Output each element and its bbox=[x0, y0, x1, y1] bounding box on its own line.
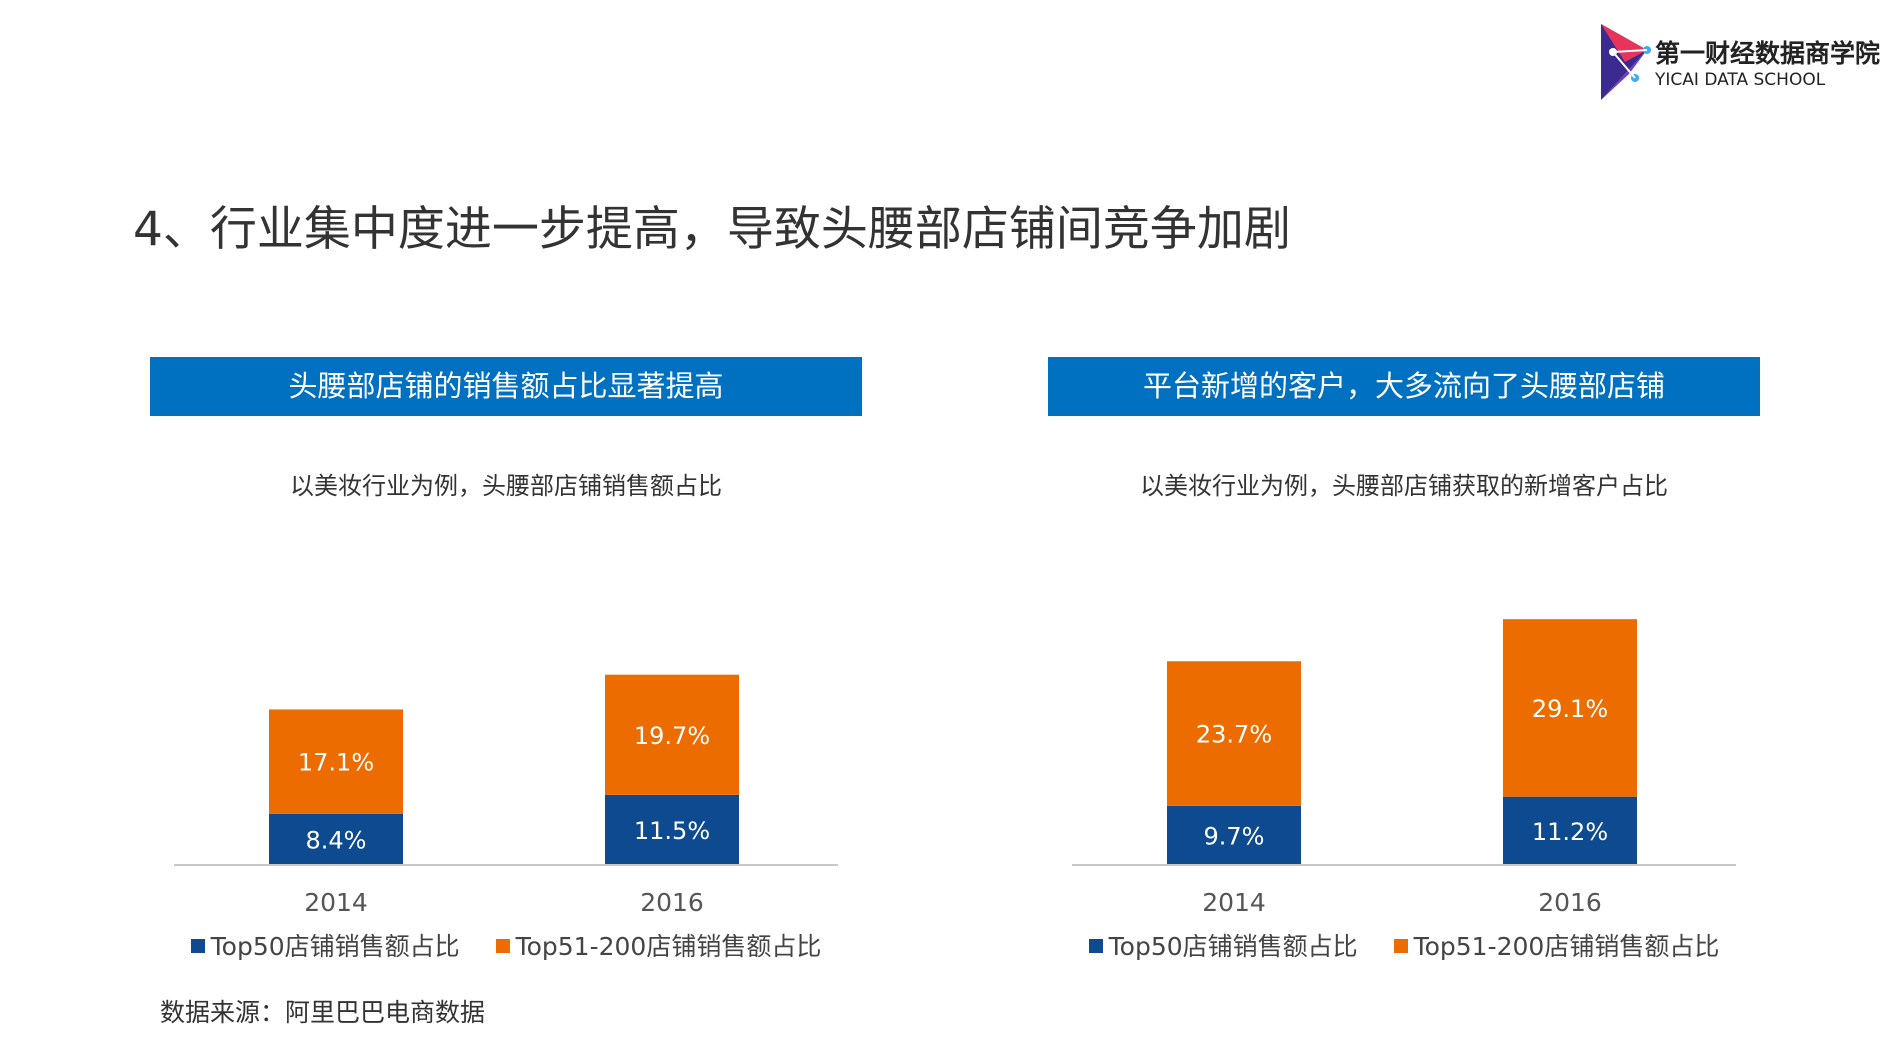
legend-label-top50: Top50店铺销售额占比 bbox=[210, 932, 460, 961]
x-tick-label-2016: 2016 bbox=[1538, 888, 1602, 917]
legend-swatch-top51-200 bbox=[495, 939, 510, 953]
data-label-top51-200-2016: 19.7% bbox=[634, 722, 710, 750]
legend-swatch-top50 bbox=[1088, 939, 1103, 953]
logo-text-cn: 第一财经数据商学院 bbox=[1655, 39, 1881, 68]
legend-item-top50: Top50店铺销售额占比 bbox=[190, 927, 460, 963]
panel-header-right: 平台新增的客户，大多流向了头腰部店铺 bbox=[1048, 357, 1760, 416]
bar-top50-2016 bbox=[1503, 796, 1637, 865]
data-label-top50-2014: 8.4% bbox=[306, 826, 367, 854]
bar-top51-200-2014 bbox=[269, 709, 403, 814]
legend-label-top51-200: Top51-200店铺销售额占比 bbox=[1413, 932, 1720, 961]
chart-subtitle-right: 以美妆行业为例，头腰部店铺获取的新增客户占比 bbox=[1140, 472, 1668, 500]
chart-left: 8.4% 17.1% 2014 11.5% 19.7% 2016 bbox=[150, 560, 862, 960]
data-label-top50-2016: 11.2% bbox=[1532, 818, 1608, 846]
data-label-top50-2016: 11.5% bbox=[634, 817, 710, 845]
legend-label-top50: Top50店铺销售额占比 bbox=[1108, 932, 1358, 961]
bar-top51-200-2014 bbox=[1167, 661, 1301, 806]
x-tick-label-2014: 2014 bbox=[304, 888, 368, 917]
bar-top51-200-2016 bbox=[1503, 619, 1637, 797]
x-tick-label-2016: 2016 bbox=[640, 888, 704, 917]
bar-top50-2014 bbox=[1167, 805, 1301, 865]
data-label-top50-2014: 9.7% bbox=[1204, 822, 1265, 850]
chart-right: 9.7% 23.7% 2014 11.2% 29.1% 2016 bbox=[1048, 560, 1760, 960]
legend-swatch-top51-200 bbox=[1393, 939, 1408, 953]
legend-swatch-top50 bbox=[190, 939, 205, 953]
bar-top51-200-2016 bbox=[605, 674, 739, 795]
x-tick-label-2014: 2014 bbox=[1202, 888, 1266, 917]
data-label-top51-200-2014: 23.7% bbox=[1196, 721, 1272, 749]
legend-item-top51-200: Top51-200店铺销售额占比 bbox=[1393, 927, 1720, 963]
chart-right-svg: 9.7% 23.7% 2014 11.2% 29.1% 2016 bbox=[1072, 619, 1736, 917]
legend-item-top50: Top50店铺销售额占比 bbox=[1088, 927, 1358, 963]
yicai-logo bbox=[1601, 24, 1651, 100]
slide-title: 4、行业集中度进一步提高，导致头腰部店铺间竞争加剧 bbox=[133, 202, 1291, 257]
legend-label-top51-200: Top51-200店铺销售额占比 bbox=[515, 932, 822, 961]
bar-top50-2016 bbox=[605, 794, 739, 865]
legend-right: Top50店铺销售额占比 Top51-200店铺销售额占比 bbox=[1048, 927, 1760, 963]
logo-text-en: YICAI DATA SCHOOL bbox=[1655, 70, 1826, 90]
chart-subtitle-left: 以美妆行业为例，头腰部店铺销售额占比 bbox=[290, 472, 722, 500]
legend-item-top51-200: Top51-200店铺销售额占比 bbox=[495, 927, 822, 963]
legend-left: Top50店铺销售额占比 Top51-200店铺销售额占比 bbox=[150, 927, 862, 963]
data-source-note: 数据来源：阿里巴巴电商数据 bbox=[160, 998, 486, 1027]
panel-header-left: 头腰部店铺的销售额占比显著提高 bbox=[150, 357, 862, 416]
data-label-top51-200-2016: 29.1% bbox=[1532, 695, 1608, 723]
bar-top50-2014 bbox=[269, 813, 403, 865]
data-label-top51-200-2014: 17.1% bbox=[298, 749, 374, 777]
chart-left-svg: 8.4% 17.1% 2014 11.5% 19.7% 2016 bbox=[174, 674, 838, 917]
